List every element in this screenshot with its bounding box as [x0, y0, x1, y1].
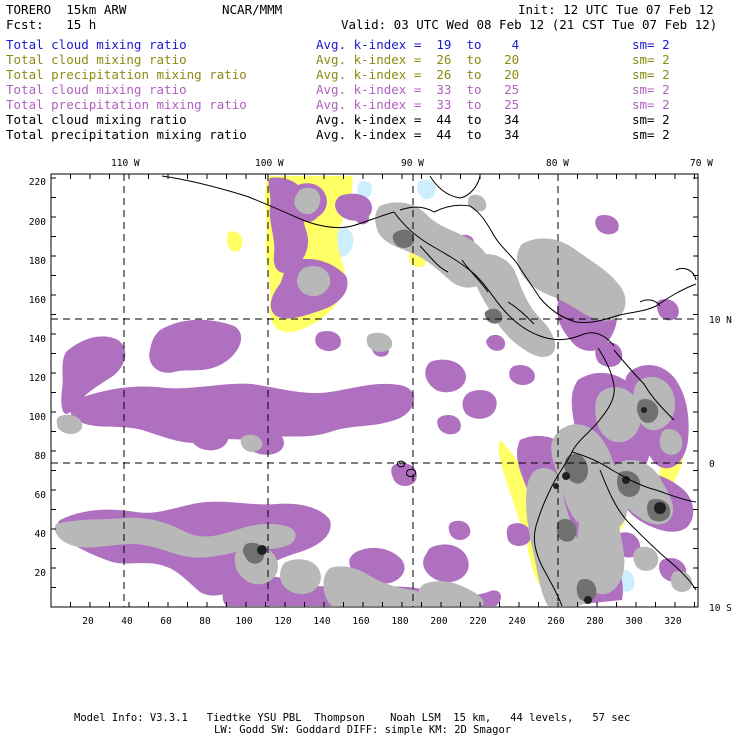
grid-label-bottom: 180 [391, 616, 408, 627]
grid-label-left: 100 [29, 412, 46, 423]
border-north [419, 245, 535, 325]
valid-time: Valid: 03 UTC Wed 08 Feb 12 (21 CST Tue … [341, 17, 718, 32]
grid-label-bottom: 260 [547, 616, 564, 627]
lat-label-0: 0 [709, 459, 715, 470]
legend-index: Avg. k-index = 44 to 34 [316, 127, 520, 142]
lon-label-110w: 110 W [111, 158, 140, 169]
organization-label: NCAR/MMM [222, 2, 283, 17]
lon-label-80w: 80 W [546, 158, 569, 169]
legend-index: Avg. k-index = 19 to 4 [316, 37, 520, 52]
left-grid-labels: 220 200 180 160 140 120 100 80 60 40 20 [29, 177, 46, 579]
grid-label-bottom: 320 [664, 616, 681, 627]
legend-smoothing: sm= 2 [632, 82, 670, 97]
grid-label-left: 120 [29, 373, 46, 384]
grid-label-left: 80 [35, 451, 47, 462]
legend-index: Avg. k-index = 33 to 25 [316, 97, 520, 112]
gray-light-areas [54, 187, 693, 606]
grid-label-bottom: 160 [352, 616, 369, 627]
grid-label-bottom: 120 [274, 616, 291, 627]
central-america-coast [393, 211, 615, 347]
legend-index: Avg. k-index = 44 to 34 [316, 112, 520, 127]
legend-row: Total cloud mixing ratio Avg. k-index = … [6, 112, 670, 187]
grid-label-bottom: 20 [82, 616, 94, 627]
physics-info-line: LW: Godd SW: Goddard DIFF: simple KM: 2D… [214, 724, 512, 736]
grid-label-bottom: 300 [625, 616, 642, 627]
lon-label-70w: 70 W [690, 158, 713, 169]
grid-label-bottom: 100 [235, 616, 252, 627]
legend-field: Total cloud mixing ratio [6, 52, 187, 67]
bottom-grid-labels: 20 40 60 80 100 120 140 160 180 200 220 … [82, 616, 682, 627]
legend-index: Avg. k-index = 33 to 25 [316, 82, 520, 97]
legend-row: Total cloud mixing ratio Avg. k-index = … [6, 52, 670, 127]
galapagos-outline [397, 460, 417, 477]
grid-lines [51, 174, 698, 607]
field-layer [54, 176, 694, 606]
legend-field: Total precipitation mixing ratio [6, 127, 247, 142]
coastlines [161, 175, 697, 607]
grid-label-bottom: 200 [430, 616, 447, 627]
grid-label-bottom: 240 [508, 616, 525, 627]
grid-label-bottom: 60 [160, 616, 172, 627]
caribbean-coast [399, 204, 697, 323]
border-south [571, 349, 697, 591]
legend-field: Total cloud mixing ratio [6, 112, 187, 127]
model-info-line: Model Info: V3.3.1 Tiedtke YSU PBL Thomp… [74, 712, 631, 724]
grid-label-left: 20 [35, 568, 47, 579]
grid-label-bottom: 280 [586, 616, 603, 627]
grid-label-bottom: 80 [199, 616, 211, 627]
forecast-hour: Fcst: 15 h [6, 17, 97, 32]
grid-label-left: 60 [35, 490, 47, 501]
legend-index: Avg. k-index = 26 to 20 [316, 52, 520, 67]
grid-label-bottom: 220 [469, 616, 486, 627]
legend-field: Total precipitation mixing ratio [6, 67, 247, 82]
gray-dark-areas [243, 229, 671, 602]
grid-label-bottom: 140 [313, 616, 330, 627]
init-time: Init: 12 UTC Tue 07 Feb 12 [518, 2, 714, 17]
legend-field: Total precipitation mixing ratio [6, 97, 247, 112]
legend-smoothing: sm= 2 [632, 67, 670, 82]
grid-label-left: 140 [29, 334, 46, 345]
lon-label-90w: 90 W [401, 158, 424, 169]
legend-row: Total precipitation mixing ratio Avg. k-… [6, 67, 670, 142]
legend-row: Total cloud mixing ratio Avg. k-index = … [6, 82, 670, 157]
grid-label-left: 40 [35, 529, 47, 540]
mexico-coast [161, 175, 395, 229]
legend-field: Total cloud mixing ratio [6, 37, 187, 52]
grid-label-left: 160 [29, 295, 46, 306]
legend-row: Total precipitation mixing ratio Avg. k-… [6, 127, 670, 202]
south-america-coast [533, 347, 615, 607]
tick-marks [51, 174, 698, 607]
grid-label-left: 220 [29, 177, 46, 188]
yucatan-outline [429, 175, 481, 199]
island-outline [639, 267, 697, 307]
map-frame [50, 173, 699, 608]
legend-smoothing: sm= 2 [632, 97, 670, 112]
legend-index: Avg. k-index = 26 to 20 [316, 67, 520, 82]
grid-label-left: 180 [29, 256, 46, 267]
legend-smoothing: sm= 2 [632, 52, 670, 67]
legend-row: Total cloud mixing ratio Avg. k-index = … [6, 37, 670, 112]
lat-label-10n: 10 N [709, 315, 732, 326]
legend-smoothing: sm= 2 [632, 37, 670, 52]
legend-row: Total precipitation mixing ratio Avg. k-… [6, 97, 670, 172]
legend-smoothing: sm= 2 [632, 127, 670, 142]
model-title: TORERO 15km ARW [6, 2, 127, 17]
lon-label-100w: 100 W [255, 158, 284, 169]
lat-label-10s: 10 S [709, 603, 732, 614]
grid-label-bottom: 40 [121, 616, 133, 627]
legend-field: Total cloud mixing ratio [6, 82, 187, 97]
grid-label-left: 200 [29, 217, 46, 228]
legend-smoothing: sm= 2 [632, 112, 670, 127]
